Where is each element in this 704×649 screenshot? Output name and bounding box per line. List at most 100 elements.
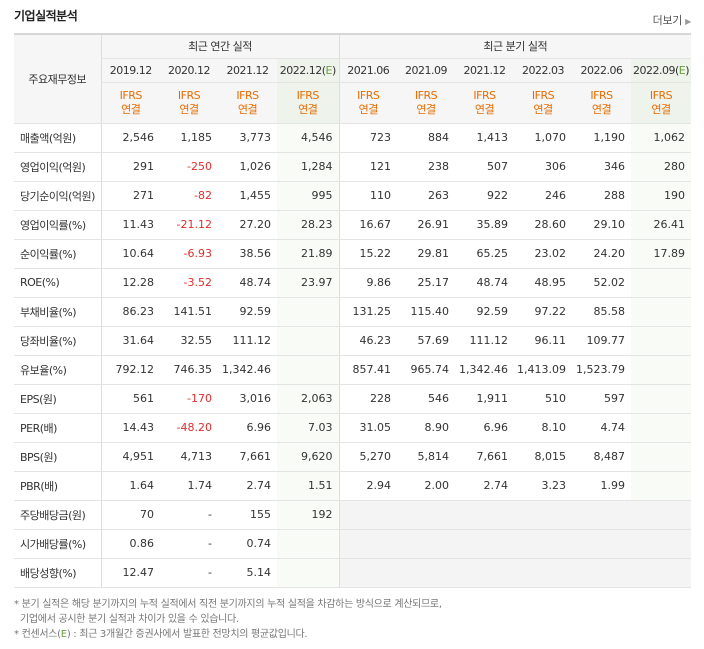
row-label: 시가배당률(%) (14, 529, 102, 559)
table-cell: -170 (160, 383, 218, 414)
period-header: 2022.09(E) (631, 58, 692, 83)
period-header: 2020.12 (160, 58, 218, 83)
financial-table: 주요재무정보 최근 연간 실적 최근 분기 실적 2019.12 2020.12 2… (14, 33, 692, 588)
table-cell: 7,661 (455, 442, 515, 472)
period-header: 2019.12 (101, 58, 160, 83)
table-cell (514, 499, 573, 530)
ifrs-label: IFRS 연결 (101, 82, 160, 124)
table-cell: 238 (397, 152, 456, 182)
row-label: 영업이익(억원) (14, 152, 102, 182)
ifrs-top: IFRS (357, 88, 380, 102)
table-cell: 346 (572, 152, 632, 182)
more-link[interactable]: 더보기 ▶ (653, 12, 692, 28)
table-cell (397, 529, 456, 559)
table-cell: 746.35 (160, 355, 218, 385)
table-cell (572, 529, 632, 559)
table-row: 영업이익(억원) 291 -250 1,026 1,284 121 238 507 306 346… (14, 152, 692, 182)
table-cell: 5,270 (338, 442, 398, 472)
table-cell: 1.51 (277, 471, 340, 501)
ifrs-label: IFRS 연결 (160, 82, 218, 124)
table-cell: 8,015 (514, 442, 573, 472)
ifrs-top: IFRS (590, 88, 613, 102)
table-cell: 0.74 (218, 529, 277, 559)
row-label: BPS(원) (14, 442, 102, 472)
table-row: PER(배) 14.43 -48.20 6.96 7.03 31.05 8.90 6.96 8.… (14, 413, 692, 443)
row-label: 부채비율(%) (14, 296, 102, 327)
table-cell: 46.23 (338, 326, 398, 356)
footnote-1-cont: 기업에서 공시한 분기 실적과 차이가 있을 수 있습니다. (20, 614, 239, 625)
table-cell: 0.86 (101, 529, 160, 559)
table-cell: 141.51 (160, 296, 218, 327)
table-cell: 507 (455, 152, 515, 182)
table-cell: 1,284 (277, 152, 340, 182)
table-cell: 246 (514, 181, 573, 211)
period-label: 2022.09(E) (633, 63, 690, 77)
table-cell: 121 (338, 152, 398, 182)
table-cell: 510 (514, 383, 573, 414)
table-cell (631, 296, 692, 327)
table-cell: - (160, 499, 218, 530)
row-label: 배당성향(%) (14, 558, 102, 588)
table-cell: 35.89 (455, 209, 515, 240)
table-cell (455, 558, 515, 588)
footnotes: * 분기 실적은 해당 분기까지의 누적 실적에서 직전 분기까지의 누적 실적… (14, 597, 694, 642)
ifrs-bottom: 연결 (121, 102, 141, 116)
table-cell (277, 558, 340, 588)
annual-group-header: 최근 연간 실적 (101, 33, 340, 59)
table-cell: 29.10 (572, 209, 632, 240)
table-cell: 96.11 (514, 326, 573, 356)
table-cell: 792.12 (101, 355, 160, 385)
table-cell: 1,070 (514, 123, 573, 153)
ifrs-bottom: 연결 (651, 102, 671, 116)
table-cell: 27.20 (218, 209, 277, 240)
table-cell: 8,487 (572, 442, 632, 472)
ifrs-bottom: 연결 (416, 102, 436, 116)
table-cell: 14.43 (101, 413, 160, 443)
table-cell: 723 (338, 123, 398, 153)
table-cell: 561 (101, 383, 160, 414)
table-cell: 25.17 (397, 268, 456, 298)
period-header: 2021.12 (455, 58, 515, 83)
table-row: 당기순이익(억원) 271 -82 1,455 995 110 263 922 246 288 19… (14, 181, 692, 211)
table-cell: 131.25 (338, 296, 398, 327)
table-cell: 48.74 (218, 268, 277, 298)
table-cell: 70 (101, 499, 160, 530)
row-label: 매출액(억원) (14, 123, 102, 153)
table-cell: 11.43 (101, 209, 160, 240)
table-cell (397, 499, 456, 530)
row-label: ROE(%) (14, 268, 102, 298)
table-cell: 92.59 (455, 296, 515, 327)
table-cell (338, 529, 398, 559)
table-cell: 995 (277, 181, 340, 211)
table-cell: 111.12 (218, 326, 277, 356)
ifrs-label: IFRS 연결 (338, 82, 398, 124)
table-cell: 85.58 (572, 296, 632, 327)
table-cell: 12.28 (101, 268, 160, 298)
table-cell: 8.10 (514, 413, 573, 443)
table-cell: 9,620 (277, 442, 340, 472)
table-cell: 1,413.09 (514, 355, 573, 385)
table-cell: 597 (572, 383, 632, 414)
ifrs-bottom: 연결 (591, 102, 612, 116)
table-cell (455, 529, 515, 559)
table-cell: 28.60 (514, 209, 573, 240)
table-cell: 6.96 (218, 413, 277, 443)
period-header: 2022.06 (572, 58, 632, 83)
table-cell: 17.89 (631, 239, 692, 269)
table-cell: 5.14 (218, 558, 277, 588)
table-cell (277, 326, 340, 356)
footnote-1: * 분기 실적은 해당 분기까지의 누적 실적에서 직전 분기까지의 누적 실적… (14, 599, 442, 610)
table-cell: - (160, 529, 218, 559)
ifrs-top: IFRS (177, 88, 201, 102)
table-cell: 23.97 (277, 268, 340, 298)
table-cell: 2,063 (277, 383, 340, 414)
ifrs-bottom: 연결 (179, 102, 199, 116)
table-cell: 92.59 (218, 296, 277, 327)
ifrs-label: IFRS 연결 (277, 82, 340, 124)
table-cell (631, 499, 692, 530)
table-cell: 32.55 (160, 326, 218, 356)
ifrs-label: IFRS 연결 (631, 82, 692, 124)
table-row: 주당배당금(원) 70-155 192 (14, 499, 692, 530)
table-cell: 546 (397, 383, 456, 414)
row-label: PBR(배) (14, 471, 102, 501)
